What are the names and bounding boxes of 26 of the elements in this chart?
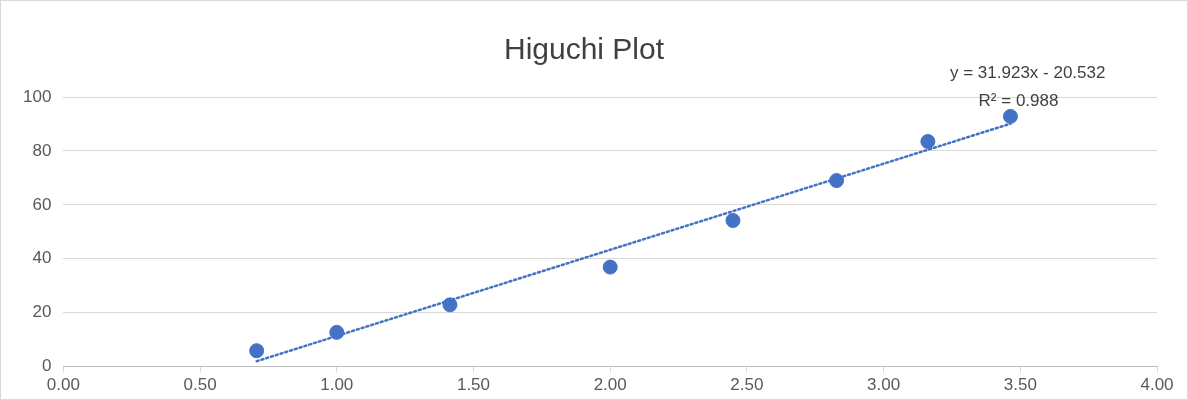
x-tick-label: 3.00 <box>867 375 901 395</box>
y-tick-label: 20 <box>32 302 52 322</box>
x-tick-label: 1.00 <box>320 375 354 395</box>
point <box>329 324 345 340</box>
x-tick-label: 2.00 <box>593 375 627 395</box>
y-tick-label: 80 <box>32 140 52 160</box>
x-tick-label: 0.50 <box>183 375 217 395</box>
x-tick-label: 2.50 <box>730 375 764 395</box>
text: y = 31.923x - 20.532 <box>949 62 1106 82</box>
point <box>829 173 845 189</box>
point <box>725 212 741 228</box>
point <box>920 133 936 149</box>
point <box>1002 108 1018 124</box>
point <box>602 259 618 275</box>
annotation: R² = 0.988 <box>978 90 1059 110</box>
x-tick-label: 1.50 <box>456 375 491 395</box>
x-tick-label: 3.50 <box>1003 375 1037 395</box>
y-tick-label: 0 <box>41 356 52 376</box>
y-tick-label: 40 <box>32 248 52 268</box>
x-tick-label: 0.00 <box>46 375 80 395</box>
x-tick-label: 4.00 <box>1140 375 1174 395</box>
y-tick-label: 100 <box>22 86 52 106</box>
y-tick-label: 60 <box>32 194 52 214</box>
point <box>249 343 265 359</box>
chart-title: Higuchi Plot <box>503 32 665 66</box>
point <box>442 297 458 313</box>
